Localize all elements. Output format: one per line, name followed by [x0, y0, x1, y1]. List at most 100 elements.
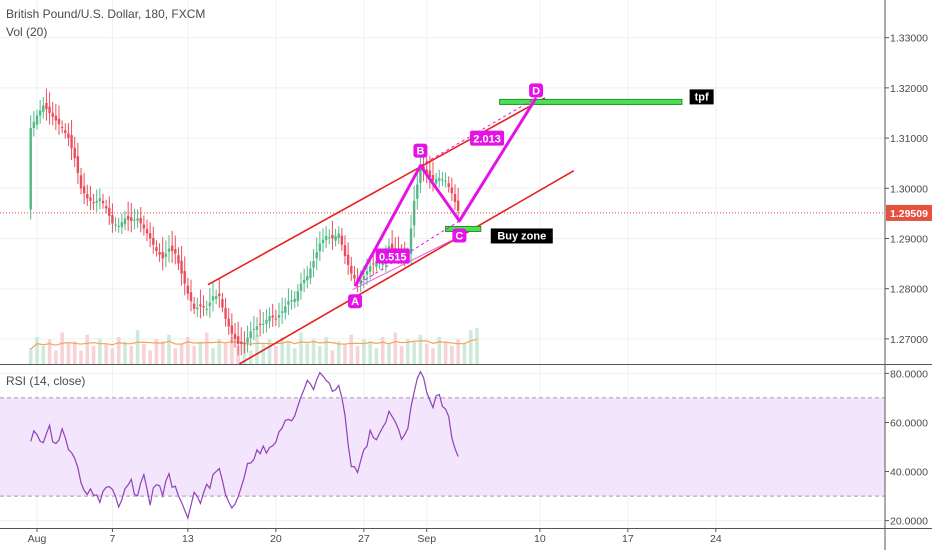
time-tick-label: 13 — [182, 533, 194, 545]
volume-bar — [368, 341, 372, 364]
volume-bar — [79, 350, 83, 364]
candle-body — [233, 333, 237, 339]
fib-label-box — [470, 130, 505, 146]
volume-bar — [255, 334, 259, 364]
candle-body — [51, 112, 54, 117]
candle-body — [57, 118, 61, 125]
candle-body — [86, 194, 89, 199]
candle-body — [177, 255, 180, 264]
candle-body — [114, 224, 117, 226]
candle-body — [365, 271, 369, 275]
volume-bar — [387, 343, 391, 364]
rsi-tick-label: 60.0000 — [890, 417, 928, 429]
rsi-band — [0, 397, 885, 497]
candle-body — [189, 292, 193, 302]
candle-body — [350, 265, 353, 274]
volume-bar — [355, 346, 360, 364]
candle-body — [67, 133, 70, 139]
candle-body — [318, 243, 322, 252]
volume-bar — [274, 346, 278, 364]
candle-body — [38, 110, 42, 116]
time-tick-label: 27 — [358, 533, 370, 545]
volume-bar — [399, 346, 404, 364]
candle-body — [265, 320, 268, 324]
volume-bar — [142, 343, 146, 364]
volume-bar — [330, 350, 335, 364]
volume-bar — [468, 330, 473, 364]
candle-body — [362, 276, 366, 280]
candle-body — [76, 156, 80, 174]
volume-bar — [443, 341, 448, 364]
volume-bar — [154, 339, 159, 364]
pattern-point-box — [413, 143, 428, 158]
candle-body — [158, 252, 161, 255]
candle-body — [202, 306, 205, 308]
volume-bar — [104, 343, 108, 364]
candle-body — [123, 218, 127, 225]
volume-bar — [60, 332, 64, 364]
candle-body — [409, 228, 413, 254]
rsi-legend[interactable]: RSI (14, close) — [6, 374, 86, 388]
candle-body — [73, 147, 76, 159]
candle-body — [101, 200, 105, 204]
candle-body — [54, 115, 58, 121]
volume-bar — [35, 337, 39, 364]
candle-body — [29, 128, 32, 210]
volume-bar — [299, 332, 303, 364]
candle-body — [161, 251, 164, 259]
time-tick-label: 24 — [710, 533, 722, 545]
candle-body — [280, 311, 284, 313]
fib-label-box — [375, 248, 410, 264]
symbol-title[interactable]: British Pound/U.S. Dollar, 180, FXCM — [6, 7, 206, 21]
volume-bars — [28, 328, 479, 364]
volume-bar — [179, 343, 184, 364]
candle-body — [456, 200, 460, 211]
volume-bar — [349, 334, 354, 364]
volume-bar — [393, 332, 398, 364]
time-tick-label: 7 — [110, 533, 116, 545]
volume-bar — [311, 339, 316, 364]
candle-body — [453, 193, 457, 203]
price-series — [0, 88, 885, 356]
volume-bar — [418, 334, 423, 364]
current-price-label: 1.29509 — [890, 208, 928, 220]
volume-legend[interactable]: Vol (20) — [6, 25, 48, 39]
candle-body — [92, 202, 95, 204]
candle-body — [306, 276, 309, 281]
volume-bar — [292, 348, 297, 364]
candle-body — [334, 235, 337, 241]
candle-body — [95, 200, 98, 203]
volume-bar — [41, 346, 46, 364]
channel-upper — [207, 97, 546, 286]
candle-body — [42, 105, 45, 112]
candle-body — [444, 180, 447, 182]
candle-body — [290, 299, 293, 302]
candle-body — [353, 274, 356, 279]
volume-bar — [123, 341, 127, 364]
volume-bar — [230, 337, 234, 364]
volume-bar — [261, 343, 266, 364]
candle-body — [35, 115, 39, 125]
volume-bar — [343, 343, 347, 364]
volume-bar — [217, 339, 222, 364]
volume-bar — [374, 348, 379, 364]
volume-bar — [186, 337, 190, 364]
candle-body — [315, 252, 318, 259]
candle-body — [174, 249, 177, 254]
candle-body — [419, 168, 422, 184]
candle-body — [328, 237, 331, 239]
candle-body — [262, 323, 265, 325]
candle-body — [287, 301, 290, 305]
candle-body — [390, 243, 394, 249]
pattern-point-box — [452, 228, 467, 243]
volume-bar — [286, 341, 291, 364]
volume-bar — [324, 337, 328, 364]
candle-body — [258, 323, 262, 326]
volume-moving-average — [30, 338, 478, 350]
volume-bar — [47, 339, 52, 364]
time-tick-label: 17 — [622, 533, 634, 545]
candle-body — [271, 315, 274, 318]
